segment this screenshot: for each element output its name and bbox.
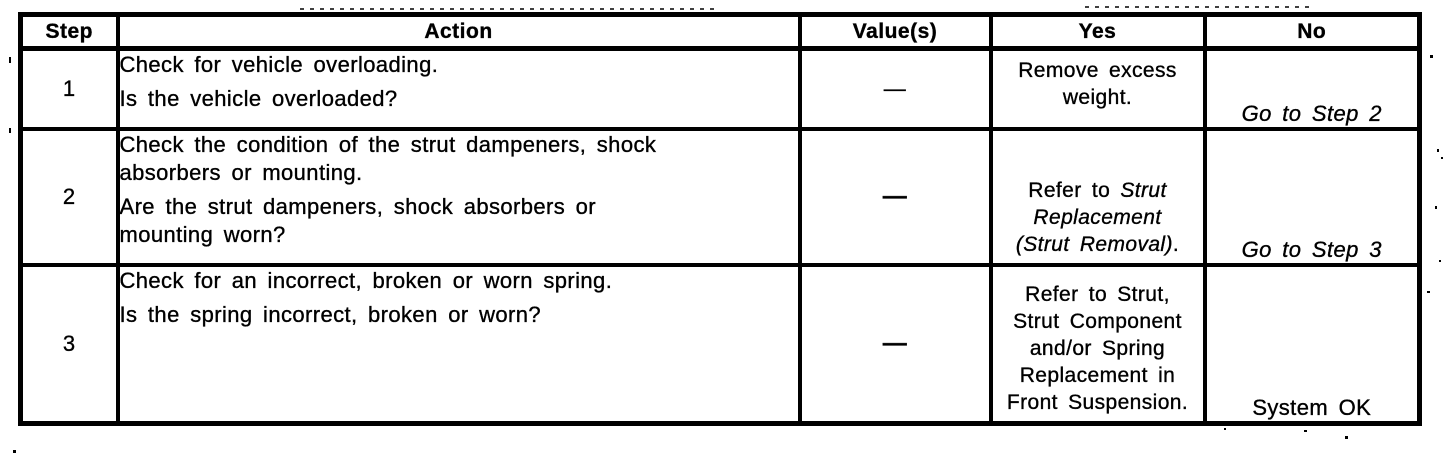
em-dash: — bbox=[882, 182, 908, 210]
table-row-step-1: 1 Check for vehicle overloading. Is the … bbox=[18, 46, 1422, 131]
yes-text-line: Refer to Strut, bbox=[1025, 283, 1170, 306]
action-cell: Check for vehicle overloading. Is the ve… bbox=[115, 46, 802, 131]
step-number: 1 bbox=[18, 46, 120, 131]
table-row-step-2: 2 Check the condition of the strut dampe… bbox=[18, 126, 1422, 267]
scan-speck bbox=[9, 57, 11, 63]
no-cell: Go to Step 3 bbox=[1202, 126, 1422, 267]
yes-text-line: Remove excess bbox=[1018, 58, 1177, 82]
value-cell: — bbox=[797, 46, 993, 131]
em-dash: — bbox=[882, 329, 908, 357]
diagnostic-table: Step Action Value(s) Yes No 1 Check for … bbox=[18, 12, 1422, 426]
step-number: 3 bbox=[18, 262, 120, 426]
action-question: Are the strut dampeners, shock absorbers… bbox=[119, 193, 597, 247]
scan-speck bbox=[1427, 291, 1430, 293]
col-header-values: Value(s) bbox=[797, 12, 993, 51]
yes-cell: Remove excess weight. bbox=[988, 46, 1207, 131]
no-cell: System OK bbox=[1202, 262, 1422, 426]
scan-grit bbox=[300, 8, 720, 10]
action-instruction: Check for an incorrect, broken or worn s… bbox=[119, 267, 613, 293]
yes-text-line: Replacement bbox=[1033, 205, 1162, 229]
scan-speck bbox=[13, 450, 16, 453]
col-header-action: Action bbox=[115, 12, 802, 51]
action-instruction: Check the condition of the strut dampene… bbox=[119, 131, 657, 185]
scan-bar bbox=[700, 422, 1414, 425]
yes-cell: Refer to Strut, Strut Component and/or S… bbox=[988, 262, 1207, 426]
scan-speck bbox=[1441, 157, 1443, 159]
scan-speck bbox=[1304, 430, 1307, 432]
scan-grit bbox=[1085, 6, 1315, 8]
action-instruction: Check for vehicle overloading. bbox=[119, 52, 439, 78]
yes-text-line: Refer to Strut bbox=[1028, 178, 1167, 202]
col-header-no: No bbox=[1202, 12, 1422, 51]
action-question: Is the spring incorrect, broken or worn? bbox=[119, 301, 542, 327]
yes-cell: Refer to Strut Replacement (Strut Remova… bbox=[988, 126, 1207, 267]
yes-text-line: weight. bbox=[1062, 85, 1133, 109]
em-dash: — bbox=[883, 75, 907, 101]
table-header-row: Step Action Value(s) Yes No bbox=[18, 12, 1422, 51]
yes-text-line: Strut Component bbox=[1013, 310, 1182, 333]
yes-text-line: and/or Spring bbox=[1029, 337, 1166, 360]
no-result-text: System OK bbox=[1252, 395, 1372, 420]
scan-speck bbox=[1439, 260, 1441, 262]
scan-speck bbox=[9, 128, 11, 133]
yes-text-line: Replacement in bbox=[1019, 364, 1176, 387]
table-row-step-3: 3 Check for an incorrect, broken or worn… bbox=[18, 262, 1422, 426]
step-number: 2 bbox=[18, 126, 120, 267]
scan-speck bbox=[1224, 428, 1226, 430]
action-cell: Check for an incorrect, broken or worn s… bbox=[115, 262, 802, 426]
yes-text-line: (Strut Removal). bbox=[1015, 232, 1180, 256]
value-cell: — bbox=[797, 262, 993, 426]
scan-speck bbox=[1435, 206, 1437, 209]
value-cell: — bbox=[797, 126, 993, 267]
no-cell: Go to Step 2 bbox=[1202, 46, 1422, 131]
no-goto-text: Go to Step 2 bbox=[1241, 100, 1382, 126]
action-cell: Check the condition of the strut dampene… bbox=[115, 126, 802, 267]
scan-speck bbox=[1345, 436, 1348, 439]
col-header-yes: Yes bbox=[988, 12, 1207, 51]
no-goto-text: Go to Step 3 bbox=[1241, 236, 1382, 262]
action-question: Is the vehicle overloaded? bbox=[119, 86, 398, 111]
scan-speck bbox=[1437, 149, 1439, 152]
scan-speck bbox=[1430, 55, 1433, 58]
yes-text-line: Front Suspension. bbox=[1006, 391, 1189, 414]
col-header-step: Step bbox=[18, 12, 120, 51]
